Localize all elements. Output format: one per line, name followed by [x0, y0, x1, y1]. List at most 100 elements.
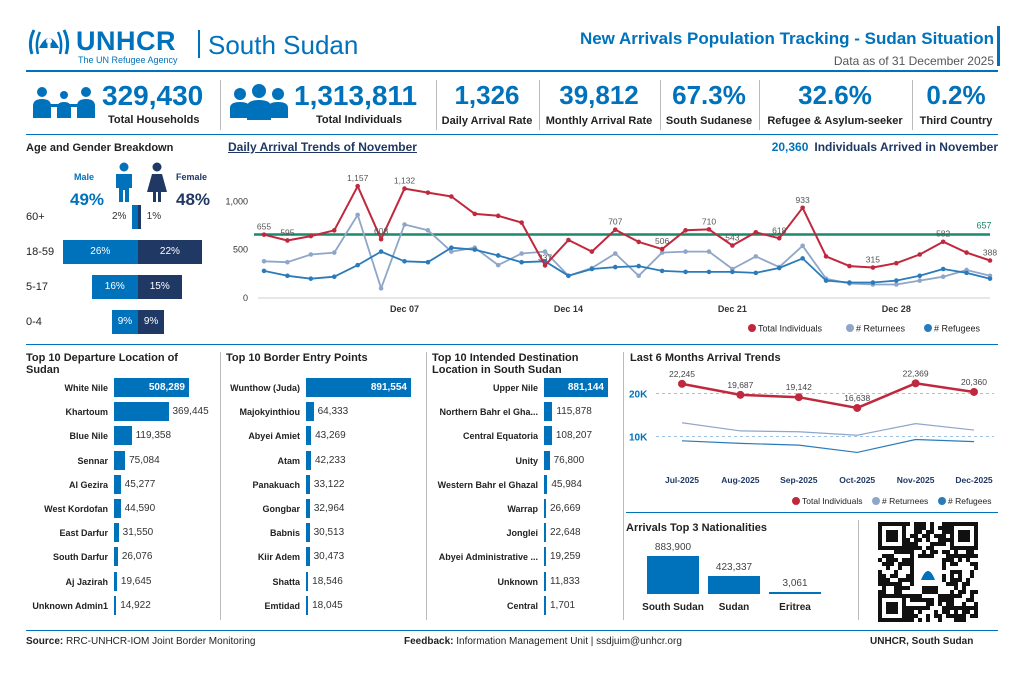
female-bar-label: 22% [159, 246, 180, 257]
qr-module [894, 570, 898, 574]
qr-module [942, 606, 946, 610]
qr-module [962, 610, 966, 614]
qr-module [906, 522, 910, 526]
qr-module [898, 550, 902, 554]
legend-marker [748, 324, 756, 332]
bar-value-label: 22,648 [550, 527, 581, 539]
series-point [285, 259, 290, 265]
qr-module [954, 562, 958, 566]
qr-module [950, 574, 954, 578]
series-point [355, 183, 360, 189]
qr-module [942, 562, 946, 566]
male-bar [91, 275, 138, 299]
daily-arrived-number: 20,360 [771, 140, 809, 154]
kpi-refugee-label: Refugee & Asylum-seeker [767, 115, 903, 127]
header-divider [198, 30, 200, 58]
page-title: New Arrivals Population Tracking - Sudan… [579, 29, 994, 48]
qr-module [878, 558, 882, 562]
qr-finder [886, 530, 898, 542]
series-point [853, 403, 862, 412]
qr-module [894, 586, 898, 590]
female-icon [147, 162, 167, 202]
series-point [612, 227, 618, 232]
series-point [402, 186, 407, 191]
qr-module [950, 614, 954, 618]
bar [544, 499, 546, 518]
qr-module [886, 566, 890, 570]
header-rule [26, 70, 998, 72]
destination-title-line1: Top 10 Intended Destination [432, 352, 579, 364]
footer-feedback: Feedback: Information Management Unit | … [404, 636, 682, 647]
series-point [378, 286, 384, 291]
qr-module [906, 542, 910, 546]
bar [306, 523, 310, 543]
bar-value-label: 75,084 [129, 454, 160, 466]
qr-module [906, 594, 910, 598]
kpi-third-country-label: Third Country [919, 115, 993, 127]
qr-module [922, 554, 926, 558]
destination-title: Top 10 Intended Destination Location in … [432, 352, 578, 376]
bar-category-label: Northern Bahr el Gha... [439, 407, 538, 418]
qr-module [970, 598, 974, 602]
qr-module [918, 526, 922, 530]
qr-module [970, 570, 974, 574]
qr-module [890, 582, 894, 586]
series-point [636, 239, 642, 245]
bar-value-label: 18,546 [312, 575, 343, 587]
kpi-south-sudanese: 67.3% South Sudanese [661, 80, 757, 132]
qr-code-icon[interactable] [878, 522, 978, 622]
qr-module [938, 526, 942, 530]
male-pct: 49% [70, 190, 105, 209]
bar-category-label: Unknown Admin1 [32, 600, 108, 611]
qr-module [974, 602, 978, 606]
qr-module [906, 546, 910, 550]
series-point [987, 258, 993, 263]
footer-rule [26, 630, 998, 631]
bar [306, 547, 310, 567]
qr-module [890, 558, 894, 562]
daily-arrived-summary: 20,360 Individuals Arrived in November [772, 140, 998, 154]
bar-category-label: Jonglei [506, 528, 538, 539]
qr-module [886, 562, 890, 566]
female-bar [138, 275, 182, 299]
feedback-text[interactable]: Information Management Unit | ssdjuim@un… [456, 636, 682, 647]
qr-module [890, 554, 894, 558]
series-point [425, 228, 431, 233]
qr-module [910, 550, 914, 554]
series-point [378, 236, 384, 242]
series-point [308, 276, 314, 281]
series-point [495, 253, 501, 258]
qr-module [934, 610, 938, 614]
logo-text: UNHCR [76, 26, 176, 56]
kpi-divider [539, 80, 540, 130]
qr-module [974, 566, 978, 570]
x-tick-label: Dec 14 [554, 304, 583, 314]
bar [306, 474, 310, 494]
series-point [870, 265, 876, 270]
entry-bar-chart: Wunthow (Juda) 891,554 Majokyinthiou 64,333… [226, 378, 422, 622]
series-point [753, 229, 759, 235]
legend-label: Total Individuals [802, 496, 862, 506]
bar-value-label: 891,554 [370, 382, 407, 393]
qr-module [894, 590, 898, 594]
qr-module [954, 586, 958, 590]
series-point [847, 280, 852, 285]
bar-value-label: 30,473 [313, 551, 345, 563]
qr-module [970, 606, 974, 610]
qr-module [954, 614, 958, 618]
qr-module [938, 538, 942, 542]
qr-module [934, 542, 938, 546]
bar-category-label: West Kordofan [44, 504, 108, 514]
column-value-label: 423,337 [715, 561, 753, 573]
age-group-label: 5-17 [26, 281, 49, 293]
qr-module [930, 602, 934, 606]
footer-org: UNHCR, South Sudan [870, 636, 974, 647]
series-point [542, 249, 548, 254]
series-point [823, 278, 829, 283]
qr-module [906, 574, 910, 578]
bar [306, 499, 310, 518]
bar [306, 571, 309, 591]
bar [306, 426, 312, 446]
data-label: 707 [608, 217, 622, 227]
bar [544, 378, 608, 397]
